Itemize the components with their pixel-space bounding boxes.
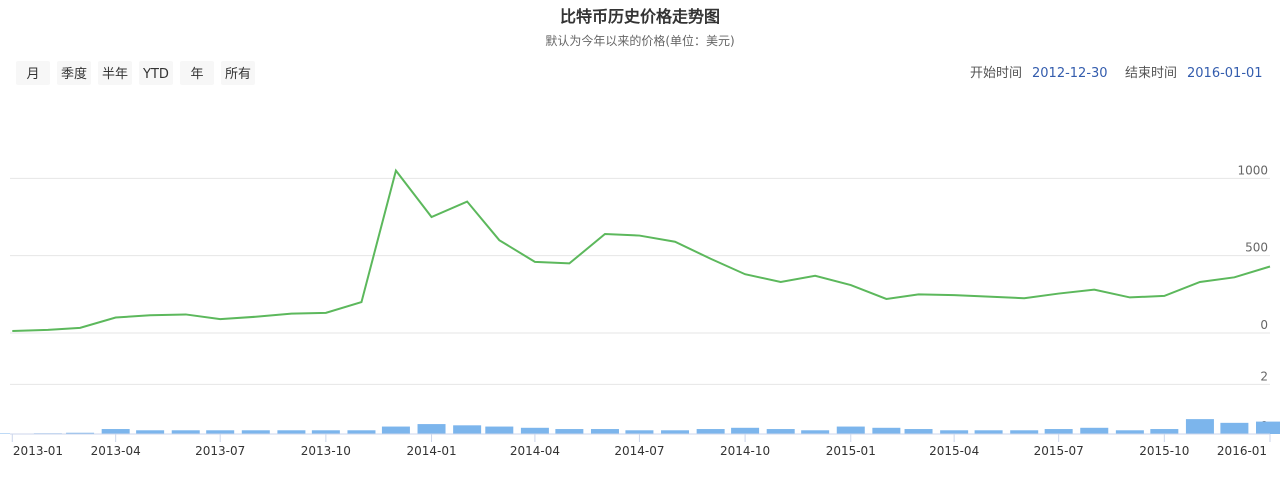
x-tick-label: 2013-04	[91, 444, 141, 458]
volume-bar	[312, 430, 340, 434]
start-label: 开始时间	[970, 66, 1022, 81]
volume-bar	[136, 430, 164, 434]
volume-bar	[905, 429, 933, 434]
volume-bar	[661, 430, 689, 434]
volume-bar	[1045, 429, 1073, 434]
button-label[interactable]: 所有	[225, 67, 251, 82]
button-label[interactable]: 半年	[102, 67, 128, 82]
volume-bar	[242, 430, 270, 434]
range-button[interactable]: 季度	[57, 61, 91, 85]
x-tick-label: 2015-01	[826, 444, 876, 458]
volume-bar	[1220, 423, 1248, 434]
volume-bar	[521, 428, 549, 434]
chart-subtitle: 默认为今年以来的价格(单位：美元)	[545, 33, 734, 48]
x-tick-label: 2015-04	[929, 444, 979, 458]
volume-bar	[277, 430, 305, 434]
range-button[interactable]: 年	[180, 61, 214, 85]
x-tick-label: 2015-10	[1139, 444, 1189, 458]
volume-bar	[555, 429, 583, 434]
x-tick-label: 2014-01	[406, 444, 456, 458]
volume-bar	[767, 429, 795, 434]
volume-bar	[801, 430, 829, 434]
end-date[interactable]: 2016-01-01	[1187, 66, 1263, 81]
volume-bar	[591, 429, 619, 434]
y-tick-label: 0	[1260, 318, 1268, 332]
range-button[interactable]: 所有	[221, 61, 255, 85]
volume-bar	[837, 427, 865, 434]
x-tick-label: 2014-10	[720, 444, 770, 458]
volume-bar	[382, 427, 410, 434]
range-button[interactable]: 月	[16, 61, 50, 85]
volume-bar	[485, 427, 513, 434]
button-label[interactable]: 年	[190, 67, 203, 82]
volume-bar	[1256, 422, 1280, 434]
range-button[interactable]: YTD	[139, 61, 173, 85]
range-buttons: 月 季度半年 YTD 年 所有	[16, 61, 255, 85]
button-label[interactable]: 月	[26, 67, 39, 82]
price-line	[12, 171, 1270, 331]
x-tick-label: 2013-07	[195, 444, 245, 458]
y-tick-label: 1000	[1237, 163, 1268, 177]
volume-bar	[975, 430, 1003, 434]
x-tick-label: 2013-10	[301, 444, 351, 458]
volume-bar	[347, 430, 375, 434]
x-tick-label: 2014-04	[510, 444, 560, 458]
volume-bar	[1080, 428, 1108, 434]
y2-tick-label: 2	[1260, 369, 1268, 383]
range-button[interactable]: 半年	[98, 61, 132, 85]
volume-bar	[872, 428, 900, 434]
volume-bar	[1150, 429, 1178, 434]
x-tick-label: 2013-01	[13, 444, 63, 458]
volume-bar	[172, 430, 200, 434]
chart-title: 比特币历史价格走势图	[560, 7, 720, 26]
volume-bar	[102, 429, 130, 434]
x-tick-label: 2015-07	[1034, 444, 1084, 458]
button-label[interactable]: 季度	[61, 66, 87, 82]
volume-bar	[625, 430, 653, 434]
volume-bar	[731, 428, 759, 434]
y-tick-label: 500	[1245, 241, 1268, 255]
volume-bar	[940, 430, 968, 434]
volume-bar	[453, 425, 481, 434]
volume-bar	[206, 430, 234, 434]
x-tick-label: 2014-07	[614, 444, 664, 458]
end-label: 结束时间	[1125, 66, 1177, 81]
volume-bar	[697, 429, 725, 434]
button-label[interactable]: YTD	[142, 67, 169, 82]
volume-bar	[1186, 419, 1214, 434]
volume-bar	[1116, 430, 1144, 434]
start-date[interactable]: 2012-12-30	[1032, 66, 1108, 81]
volume-bar	[1010, 430, 1038, 434]
volume-bar	[418, 424, 446, 434]
x-tick-label: 2016-01	[1217, 444, 1267, 458]
